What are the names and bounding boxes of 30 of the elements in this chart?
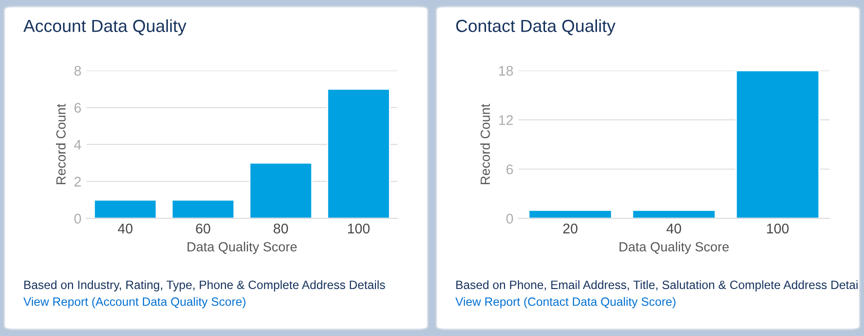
x-tick-label: 40 (118, 224, 132, 234)
text: Based on Industry, Rating, Type, Phone & Complete Address Details (24, 280, 385, 292)
y-tick-label: 6 (74, 102, 81, 113)
x-tick-label: 80 (274, 224, 288, 234)
bar (249, 162, 313, 218)
y-tick-label: 0 (506, 214, 513, 224)
y-axis-title: Record Count (56, 104, 66, 184)
y-axis-title: Record Count (480, 104, 490, 184)
y-tick-label: 6 (506, 164, 513, 174)
chart-title: Contact Data Quality (456, 19, 616, 36)
x-tick-label: 40 (666, 224, 682, 234)
y-tick-label: 18 (499, 66, 513, 76)
bar (93, 199, 158, 218)
y-tick-label: 4 (74, 140, 82, 150)
chart-title: Account Data Quality (23, 19, 186, 36)
y-tick-label: 2 (74, 176, 81, 186)
bar (326, 88, 390, 218)
y-tick-label: 0 (74, 214, 81, 224)
x-axis-title: Data Quality Score (620, 242, 729, 254)
x-tick-label: 100 (348, 224, 370, 234)
text: View Report (Contact Data Quality Score) (455, 297, 676, 308)
y-tick-label: 8 (74, 66, 81, 76)
x-tick-label: 20 (563, 224, 578, 234)
bar (171, 199, 235, 218)
x-axis-title: Data Quality Score (188, 242, 297, 254)
text: Based on Phone, Email Address, Title, Salutation & Complete Address Detai (456, 280, 858, 292)
y-tick-label: 12 (499, 115, 513, 125)
x-tick-label: 100 (767, 224, 789, 234)
x-tick-label: 60 (196, 224, 210, 234)
text: View Report (Account Data Quality Score) (23, 297, 246, 308)
